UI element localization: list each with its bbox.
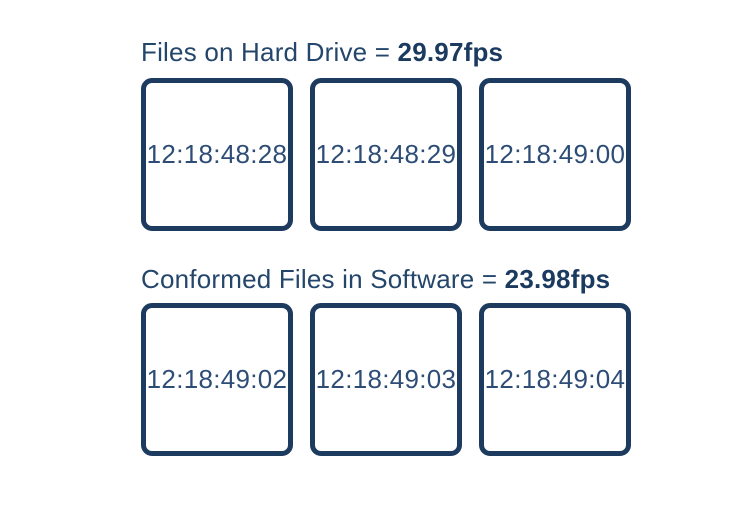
timecode-label: 12:18:49:00 xyxy=(484,139,626,169)
frame-box: 12:18:48:28 xyxy=(141,78,293,231)
frame-row-hard-drive: 12:18:48:28 12:18:48:29 12:18:49:00 xyxy=(141,78,633,231)
timecode-label: 12:18:49:03 xyxy=(315,364,457,394)
timecode-label: 12:18:48:28 xyxy=(146,139,288,169)
timecode-label: 12:18:49:04 xyxy=(484,364,626,394)
timecode-label: 12:18:49:02 xyxy=(146,364,288,394)
timecode-label: 12:18:48:29 xyxy=(315,139,457,169)
fps-value: 29.97fps xyxy=(397,37,504,67)
frame-box: 12:18:49:00 xyxy=(479,78,631,231)
fps-value: 23.98fps xyxy=(504,264,611,294)
frame-box: 12:18:49:02 xyxy=(141,303,293,456)
frame-box: 12:18:49:03 xyxy=(310,303,462,456)
section-title-text: Conformed Files in Software = xyxy=(141,264,505,294)
section-title-hard-drive: Files on Hard Drive = 29.97fps xyxy=(141,38,633,66)
frame-box: 12:18:48:29 xyxy=(310,78,462,231)
frame-box: 12:18:49:04 xyxy=(479,303,631,456)
section-title-conformed: Conformed Files in Software = 23.98fps xyxy=(141,265,633,293)
frame-row-conformed: 12:18:49:02 12:18:49:03 12:18:49:04 xyxy=(141,303,633,456)
section-title-text: Files on Hard Drive = xyxy=(141,37,398,67)
diagram-content: Files on Hard Drive = 29.97fps 12:18:48:… xyxy=(141,0,633,456)
